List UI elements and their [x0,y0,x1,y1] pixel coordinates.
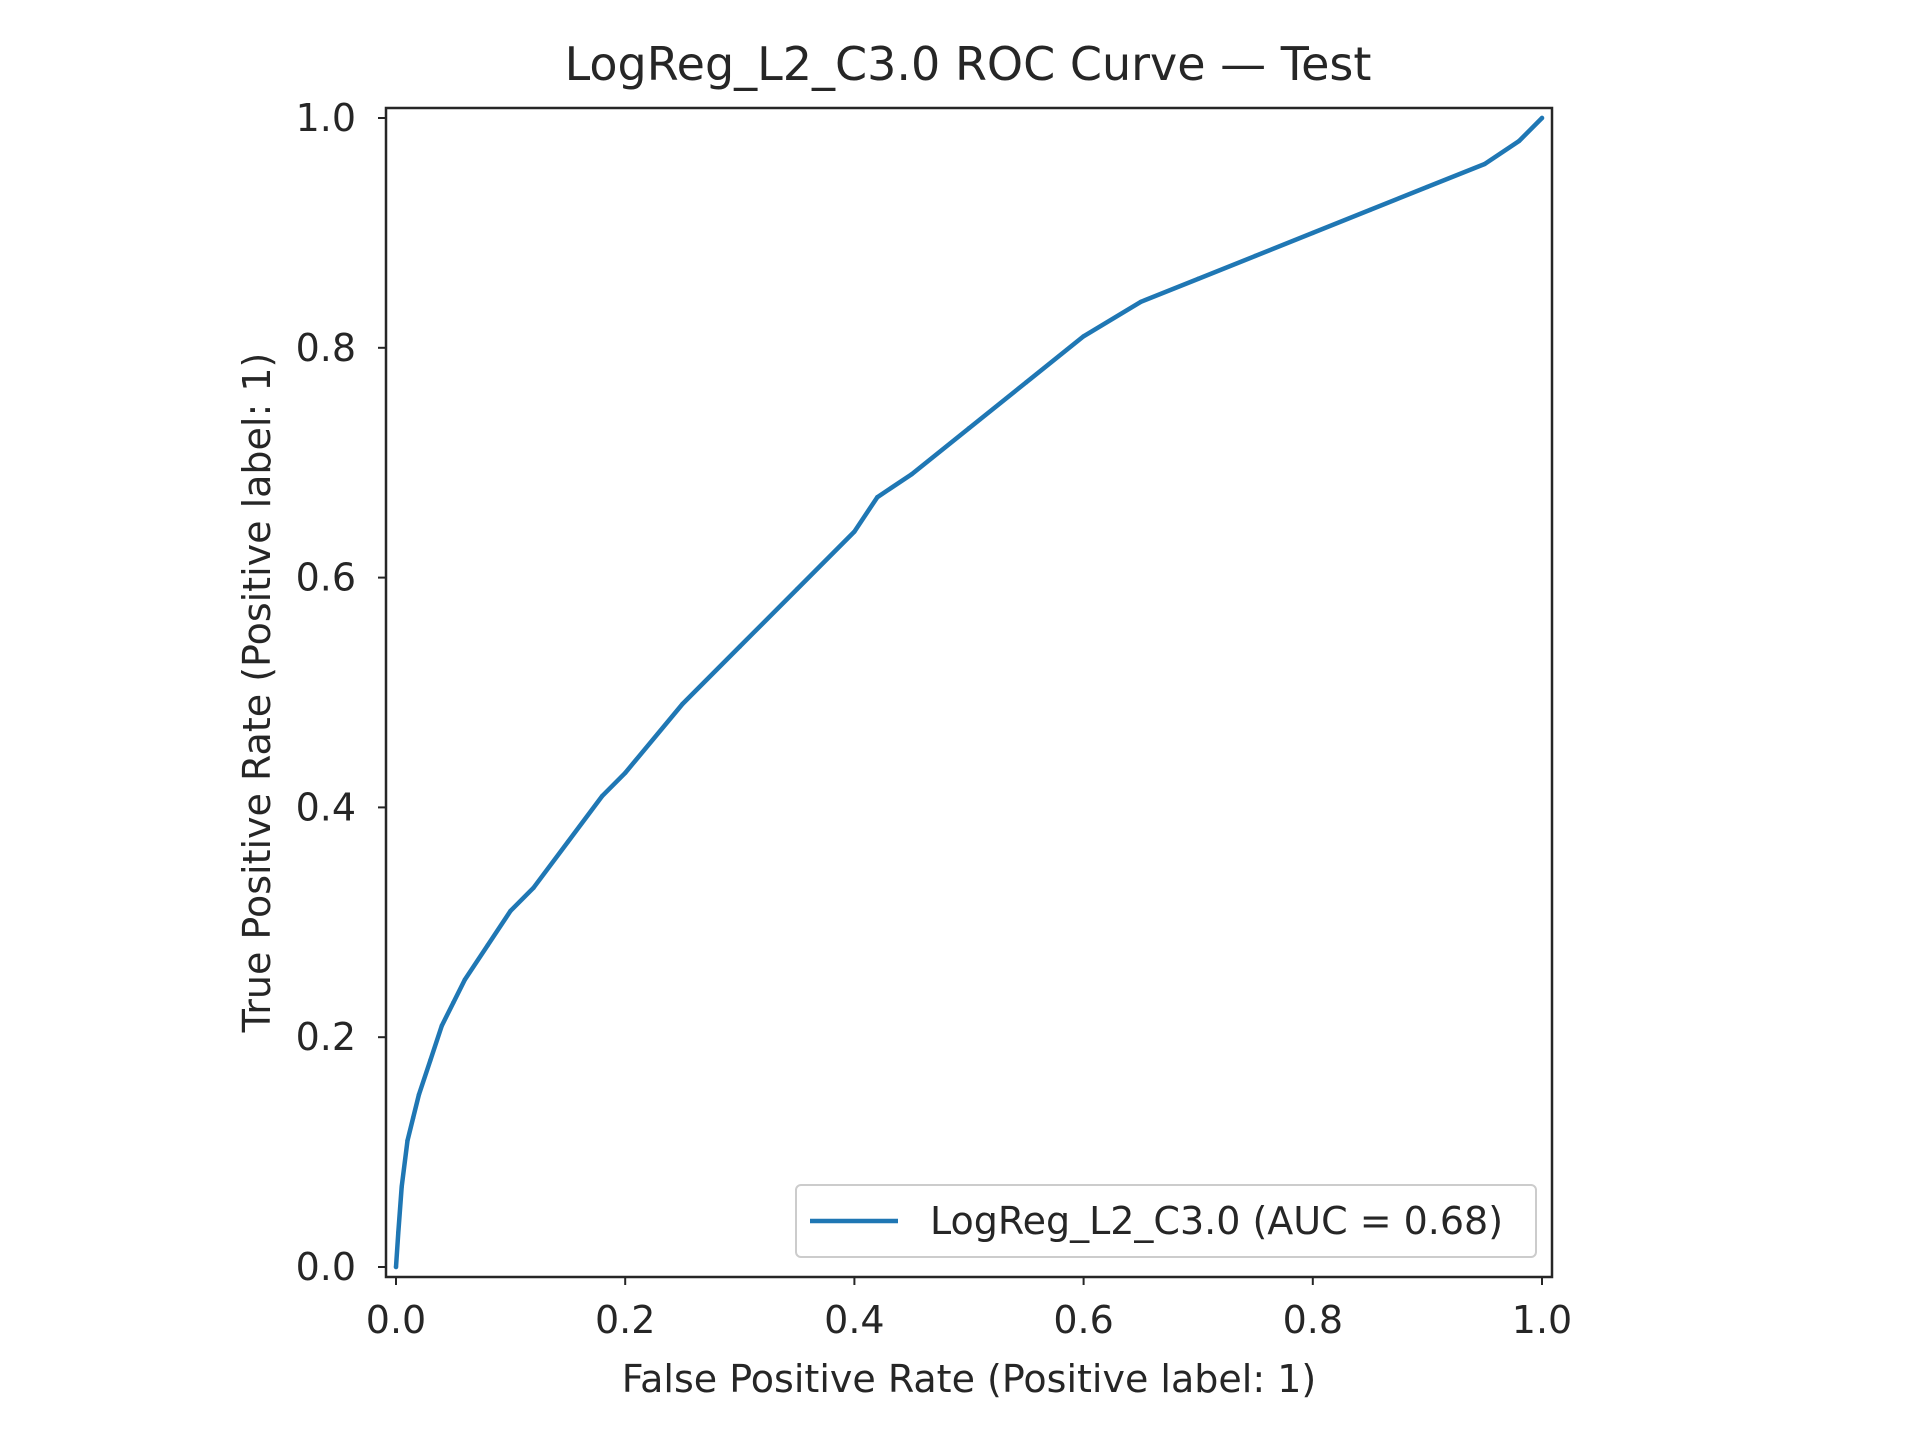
roc-point [396,1230,401,1235]
roc-point [1196,276,1201,282]
plot-frame [384,106,1554,1279]
roc-point [531,885,536,891]
roc-point [623,770,628,776]
roc-point [1253,253,1258,259]
roc-point [508,908,513,914]
roc-point [1138,299,1144,305]
roc-point [416,1092,422,1097]
chart-title: LogReg_L2_C3.0 ROC Curve — Test [565,37,1372,91]
x-tick-label: 0.0 [366,1298,426,1342]
y-tick-label: 0.2 [296,1015,356,1059]
roc-point [565,839,571,845]
roc-point [1081,334,1086,339]
roc-point [410,1115,416,1120]
roc-point [794,586,800,592]
roc-point [462,977,467,982]
series-layer [393,115,1545,1270]
y-tick-label: 0.4 [296,785,356,829]
roc-point [439,1023,445,1028]
roc-curve-line [393,115,1545,1270]
roc-point [428,1057,433,1063]
roc-point [1516,138,1522,144]
roc-point [1024,380,1029,385]
roc-point [451,1000,456,1005]
y-tick-label: 0.6 [296,556,356,600]
legend-box [795,1184,1537,1258]
y-axis-label: True Positive Rate (Positive label: 1) [235,353,279,1034]
roc-point [393,1264,399,1270]
legend: LogReg_L2_C3.0 (AUC = 0.68) [795,1184,1537,1258]
roc-point [1310,230,1316,236]
roc-point [1425,184,1430,190]
legend-entry-label: LogReg_L2_C3.0 (AUC = 0.68) [930,1199,1503,1243]
roc-point [909,471,914,477]
roc-point [1367,207,1373,213]
roc-point [600,793,605,799]
y-tick-label: 1.0 [296,96,356,140]
roc-point [966,426,972,431]
roc-point [399,1184,404,1189]
roc-point [737,644,742,649]
roc-point [485,943,490,948]
roc-point [1482,161,1487,167]
x-tick-label: 0.6 [1053,1298,1113,1342]
x-tick-label: 0.8 [1283,1298,1343,1342]
x-tick-label: 0.2 [595,1298,655,1342]
roc-point [405,1138,410,1143]
roc-point [1539,115,1545,121]
roc-point [875,494,880,500]
y-tick-label: 0.8 [296,326,356,370]
x-tick-label: 1.0 [1512,1298,1572,1342]
x-tick-label: 0.4 [824,1298,884,1342]
x-axis-label: False Positive Rate (Positive label: 1) [622,1357,1316,1401]
roc-point [852,529,857,534]
axis-ticks: 0.0 0.2 0.4 0.6 0.8 1.0 0.0 0.2 0.4 0.6 0.8 1.0 [296,96,1573,1342]
y-tick-label: 0.0 [296,1245,356,1289]
roc-point [680,701,685,707]
